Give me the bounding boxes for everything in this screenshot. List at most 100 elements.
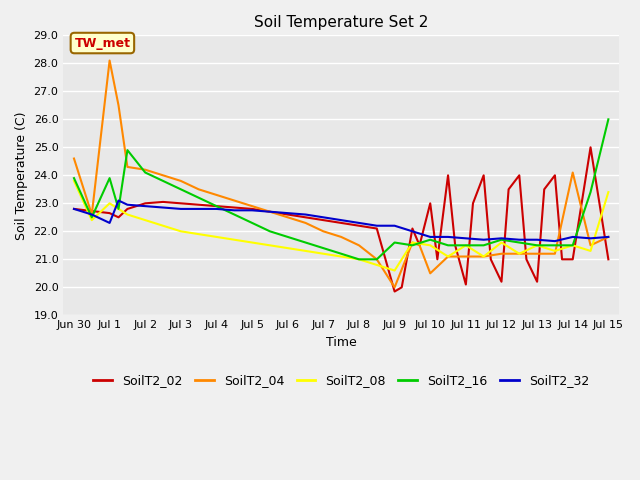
SoilT2_32 [373,223,381,228]
SoilT2_08 [444,253,452,259]
SoilT2_16 [106,175,113,181]
SoilT2_04 [569,169,577,175]
SoilT2_02 [558,256,566,262]
SoilT2_08 [248,240,256,245]
SoilT2_04 [266,209,274,215]
SoilT2_02 [587,144,595,150]
SoilT2_02 [469,201,477,206]
SoilT2_02 [124,206,131,212]
SoilT2_04 [391,285,399,290]
SoilT2_02 [319,217,327,223]
SoilT2_04 [426,270,434,276]
SoilT2_02 [505,186,513,192]
SoilT2_04 [106,58,113,63]
SoilT2_08 [159,223,167,228]
SoilT2_16 [88,215,95,220]
SoilT2_04 [462,253,470,259]
SoilT2_04 [451,253,459,259]
SoilT2_02 [523,256,531,262]
SoilT2_02 [451,242,459,248]
SoilT2_04 [551,251,559,257]
SoilT2_08 [408,240,416,245]
SoilT2_08 [391,268,399,274]
SoilT2_32 [444,234,452,240]
SoilT2_04 [301,220,309,226]
SoilT2_32 [301,212,309,217]
SoilT2_02 [248,206,256,212]
SoilT2_02 [416,242,424,248]
SoilT2_02 [195,202,202,208]
SoilT2_16 [284,234,292,240]
SoilT2_08 [70,178,78,184]
SoilT2_32 [115,198,122,204]
SoilT2_08 [551,248,559,254]
SoilT2_32 [106,220,113,226]
SoilT2_16 [498,237,506,242]
SoilT2_04 [230,198,238,204]
SoilT2_02 [551,172,559,178]
SoilT2_02 [141,201,149,206]
SoilT2_04 [195,186,202,192]
SoilT2_04 [177,178,185,184]
SoilT2_04 [124,164,131,170]
SoilT2_02 [159,199,167,205]
SoilT2_04 [373,256,381,262]
SoilT2_02 [433,256,441,262]
SoilT2_32 [159,204,167,210]
SoilT2_16 [319,245,327,251]
SoilT2_16 [212,203,220,209]
SoilT2_04 [284,215,292,220]
SoilT2_04 [88,212,95,217]
SoilT2_16 [266,228,274,234]
SoilT2_04 [248,203,256,209]
Legend: SoilT2_02, SoilT2_04, SoilT2_08, SoilT2_16, SoilT2_32: SoilT2_02, SoilT2_04, SoilT2_08, SoilT2_… [88,369,594,392]
Line: SoilT2_16: SoilT2_16 [74,120,609,259]
SoilT2_32 [88,212,95,217]
SoilT2_16 [480,242,488,248]
SoilT2_02 [391,288,399,294]
SoilT2_08 [319,251,327,257]
SoilT2_08 [605,189,612,195]
SoilT2_08 [355,256,363,262]
SoilT2_08 [533,242,541,248]
SoilT2_02 [487,256,495,262]
SoilT2_32 [533,237,541,242]
SoilT2_16 [569,242,577,248]
SoilT2_32 [551,238,559,244]
SoilT2_04 [337,234,345,240]
SoilT2_32 [124,202,131,208]
SoilT2_32 [195,206,202,212]
Line: SoilT2_32: SoilT2_32 [74,201,609,241]
SoilT2_32 [480,237,488,242]
SoilT2_08 [177,228,185,234]
SoilT2_08 [284,245,292,251]
SoilT2_08 [498,240,506,245]
SoilT2_16 [533,242,541,248]
SoilT2_16 [195,195,202,201]
Line: SoilT2_08: SoilT2_08 [74,181,609,271]
SoilT2_32 [426,234,434,240]
Text: TW_met: TW_met [74,36,131,49]
SoilT2_02 [337,220,345,226]
SoilT2_08 [301,248,309,254]
SoilT2_04 [319,228,327,234]
SoilT2_04 [159,172,167,178]
SoilT2_32 [462,236,470,241]
SoilT2_16 [515,240,523,245]
SoilT2_04 [408,240,416,245]
SoilT2_32 [391,223,399,228]
SoilT2_32 [284,210,292,216]
SoilT2_08 [212,234,220,240]
SoilT2_04 [498,251,506,257]
SoilT2_08 [480,253,488,259]
SoilT2_02 [426,201,434,206]
SoilT2_16 [337,251,345,257]
SoilT2_08 [569,242,577,248]
SoilT2_32 [605,234,612,240]
SoilT2_02 [373,226,381,231]
SoilT2_08 [266,242,274,248]
SoilT2_08 [88,217,95,223]
SoilT2_16 [444,242,452,248]
SoilT2_08 [587,248,595,254]
SoilT2_16 [391,240,399,245]
